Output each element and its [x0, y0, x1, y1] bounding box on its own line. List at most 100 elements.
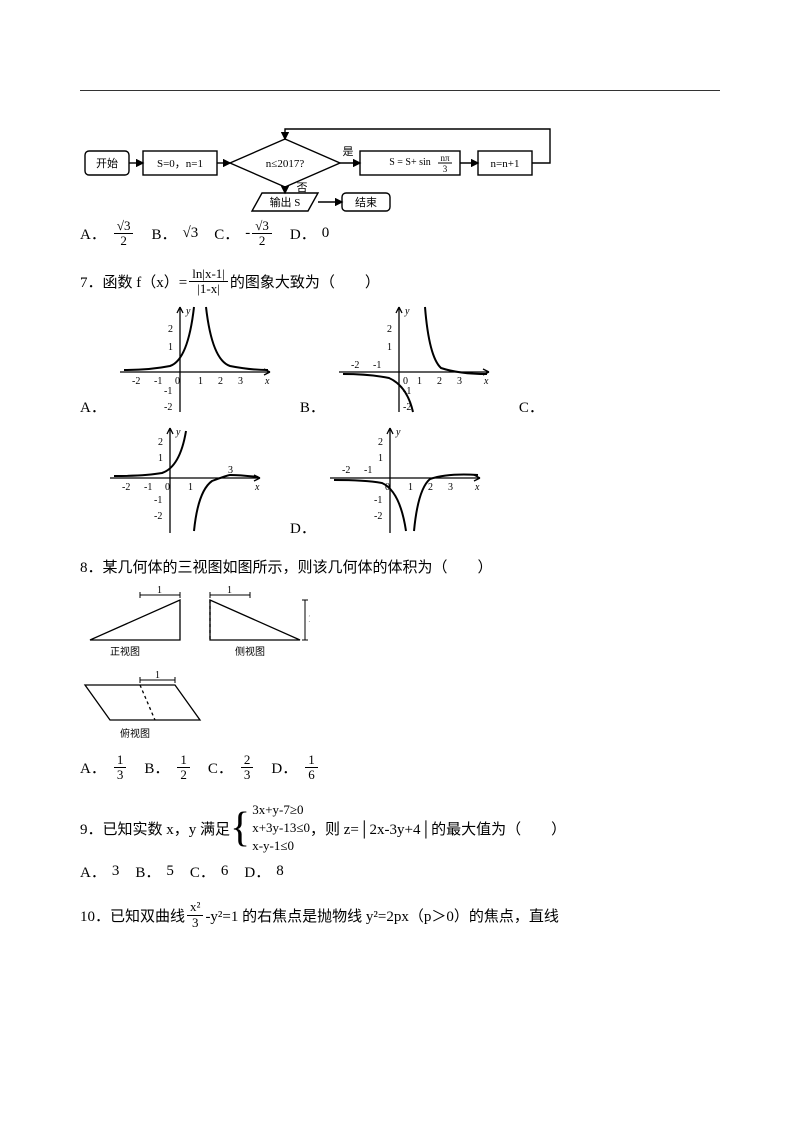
- svg-text:0: 0: [175, 376, 180, 387]
- svg-text:2: 2: [168, 324, 173, 335]
- q9-suffix: ，则 z=│2x-3y+4│的最大值为（ ）: [310, 818, 566, 839]
- svg-text:0: 0: [385, 482, 390, 493]
- svg-text:x: x: [483, 376, 489, 387]
- q7-prefix: 函数 f（x）=: [103, 271, 188, 292]
- svg-text:-1: -1: [154, 376, 162, 387]
- q10-prefix: 已知双曲线: [110, 905, 185, 926]
- q7-number: 7．: [80, 271, 103, 292]
- opt-b-label: B．: [151, 223, 176, 244]
- q6-b: √3: [183, 225, 199, 242]
- svg-text:y: y: [395, 427, 401, 438]
- svg-text:1: 1: [155, 670, 160, 681]
- svg-text:3: 3: [228, 465, 233, 476]
- q10-frac: x² 3: [187, 900, 203, 930]
- svg-text:2: 2: [218, 376, 223, 387]
- svg-text:1: 1: [417, 376, 422, 387]
- svg-text:y: y: [185, 306, 191, 317]
- svg-text:1: 1: [198, 376, 203, 387]
- svg-text:1: 1: [158, 453, 163, 464]
- flowchart: 开始 S=0，n=1 n≤2017? 是 否 S = S+ sin nπ 3 n…: [80, 121, 720, 213]
- svg-text:3: 3: [448, 482, 453, 493]
- svg-text:-1: -1: [373, 360, 381, 371]
- q10-suffix: -y²=1 的右焦点是抛物线 y²=2px（p＞0）的焦点，直线: [205, 905, 558, 926]
- q7-frac: ln|x-1| |1-x|: [189, 267, 228, 297]
- q7-c-label: C．: [519, 396, 544, 417]
- front-view-label: 正视图: [110, 645, 140, 658]
- svg-text:1: 1: [408, 482, 413, 493]
- q7-graph-b: -2-10 123 12 -1-2 xy: [329, 302, 499, 417]
- q8-three-views: 1 1 1 1 正视图 侧视图 俯视图: [80, 585, 720, 745]
- q7-graphs-row-1: A． -2-10 123 12 -1-2 xy: [80, 302, 720, 417]
- svg-text:y: y: [404, 306, 410, 317]
- svg-text:0: 0: [165, 482, 170, 493]
- svg-text:-2: -2: [403, 402, 411, 413]
- svg-text:1: 1: [157, 585, 162, 596]
- q7-graph-d: -2-10 123 12 -1-2 xy: [320, 423, 490, 538]
- opt-c-label: C．: [214, 223, 239, 244]
- opt-d-label: D．: [290, 223, 316, 244]
- svg-text:1: 1: [308, 614, 310, 625]
- svg-text:2: 2: [158, 437, 163, 448]
- svg-text:x: x: [254, 482, 260, 493]
- svg-text:1: 1: [378, 453, 383, 464]
- q8-text: 某几何体的三视图如图所示，则该几何体的体积为（ ）: [103, 556, 493, 577]
- svg-text:2: 2: [428, 482, 433, 493]
- flow-start: 开始: [96, 156, 118, 170]
- q9-number: 9．: [80, 818, 103, 839]
- svg-text:-2: -2: [374, 511, 382, 522]
- svg-text:1: 1: [227, 585, 232, 596]
- flow-end: 结束: [355, 196, 377, 209]
- q7-d-label: D．: [290, 517, 316, 538]
- svg-text:-1: -1: [374, 495, 382, 506]
- q9-stem: 9． 已知实数 x，y 满足 { 3x+y-7≥0 x+3y-13≤0 x-y-…: [80, 801, 720, 856]
- svg-text:-1: -1: [154, 495, 162, 506]
- top-view-label: 俯视图: [120, 727, 150, 740]
- svg-text:3: 3: [457, 376, 462, 387]
- q7-suffix: 的图象大致为（ ）: [230, 271, 380, 292]
- svg-text:x: x: [264, 376, 270, 387]
- q10-stem: 10． 已知双曲线 x² 3 -y²=1 的右焦点是抛物线 y²=2px（p＞0…: [80, 900, 720, 930]
- svg-text:-1: -1: [164, 386, 172, 397]
- q8-stem: 8． 某几何体的三视图如图所示，则该几何体的体积为（ ）: [80, 556, 720, 577]
- svg-text:-2: -2: [132, 376, 140, 387]
- svg-text:1: 1: [188, 482, 193, 493]
- svg-text:2: 2: [378, 437, 383, 448]
- q6-c-prefix: -: [245, 225, 250, 242]
- svg-text:3: 3: [443, 164, 448, 174]
- q8-options: A．13 B．12 C．23 D．16: [80, 753, 720, 783]
- svg-text:-2: -2: [122, 482, 130, 493]
- q8-number: 8．: [80, 556, 103, 577]
- flow-out: 输出 S: [270, 195, 301, 209]
- opt-a-label: A．: [80, 223, 106, 244]
- svg-text:-2: -2: [342, 465, 350, 476]
- q7-stem: 7． 函数 f（x）= ln|x-1| |1-x| 的图象大致为（ ）: [80, 267, 720, 297]
- q6-c-frac: √3 2: [252, 219, 272, 249]
- top-rule: [80, 90, 720, 91]
- svg-text:nπ: nπ: [440, 153, 450, 163]
- flow-cond: n≤2017?: [266, 158, 305, 170]
- svg-text:-2: -2: [351, 360, 359, 371]
- svg-text:-2: -2: [164, 402, 172, 413]
- svg-text:2: 2: [437, 376, 442, 387]
- q10-number: 10．: [80, 905, 110, 926]
- q9-system: { 3x+y-7≥0 x+3y-13≤0 x-y-1≤0: [230, 801, 310, 856]
- svg-text:-1: -1: [144, 482, 152, 493]
- flow-yes: 是: [343, 145, 354, 158]
- q7-a-label: A．: [80, 396, 106, 417]
- svg-text:S = S+ sin: S = S+ sin: [389, 157, 431, 168]
- svg-text:1: 1: [387, 342, 392, 353]
- q9-options: A．3 B．5 C．6 D．8: [80, 861, 720, 882]
- side-view-label: 侧视图: [235, 645, 265, 658]
- svg-text:-1: -1: [364, 465, 372, 476]
- q9-prefix: 已知实数 x，y 满足: [103, 818, 231, 839]
- svg-text:2: 2: [387, 324, 392, 335]
- q7-graph-c: -2-10 13 12 -1-2 xy: [100, 423, 270, 538]
- q7-b-label: B．: [300, 396, 325, 417]
- svg-text:-1: -1: [403, 386, 411, 397]
- svg-text:3: 3: [238, 376, 243, 387]
- q7-graph-a: -2-10 123 12 -1-2 xy: [110, 302, 280, 417]
- flow-init: S=0，n=1: [157, 158, 203, 170]
- svg-text:x: x: [474, 482, 480, 493]
- flow-no: 否: [297, 182, 308, 194]
- q7-graphs-row-2: -2-10 13 12 -1-2 xy D．: [80, 423, 720, 538]
